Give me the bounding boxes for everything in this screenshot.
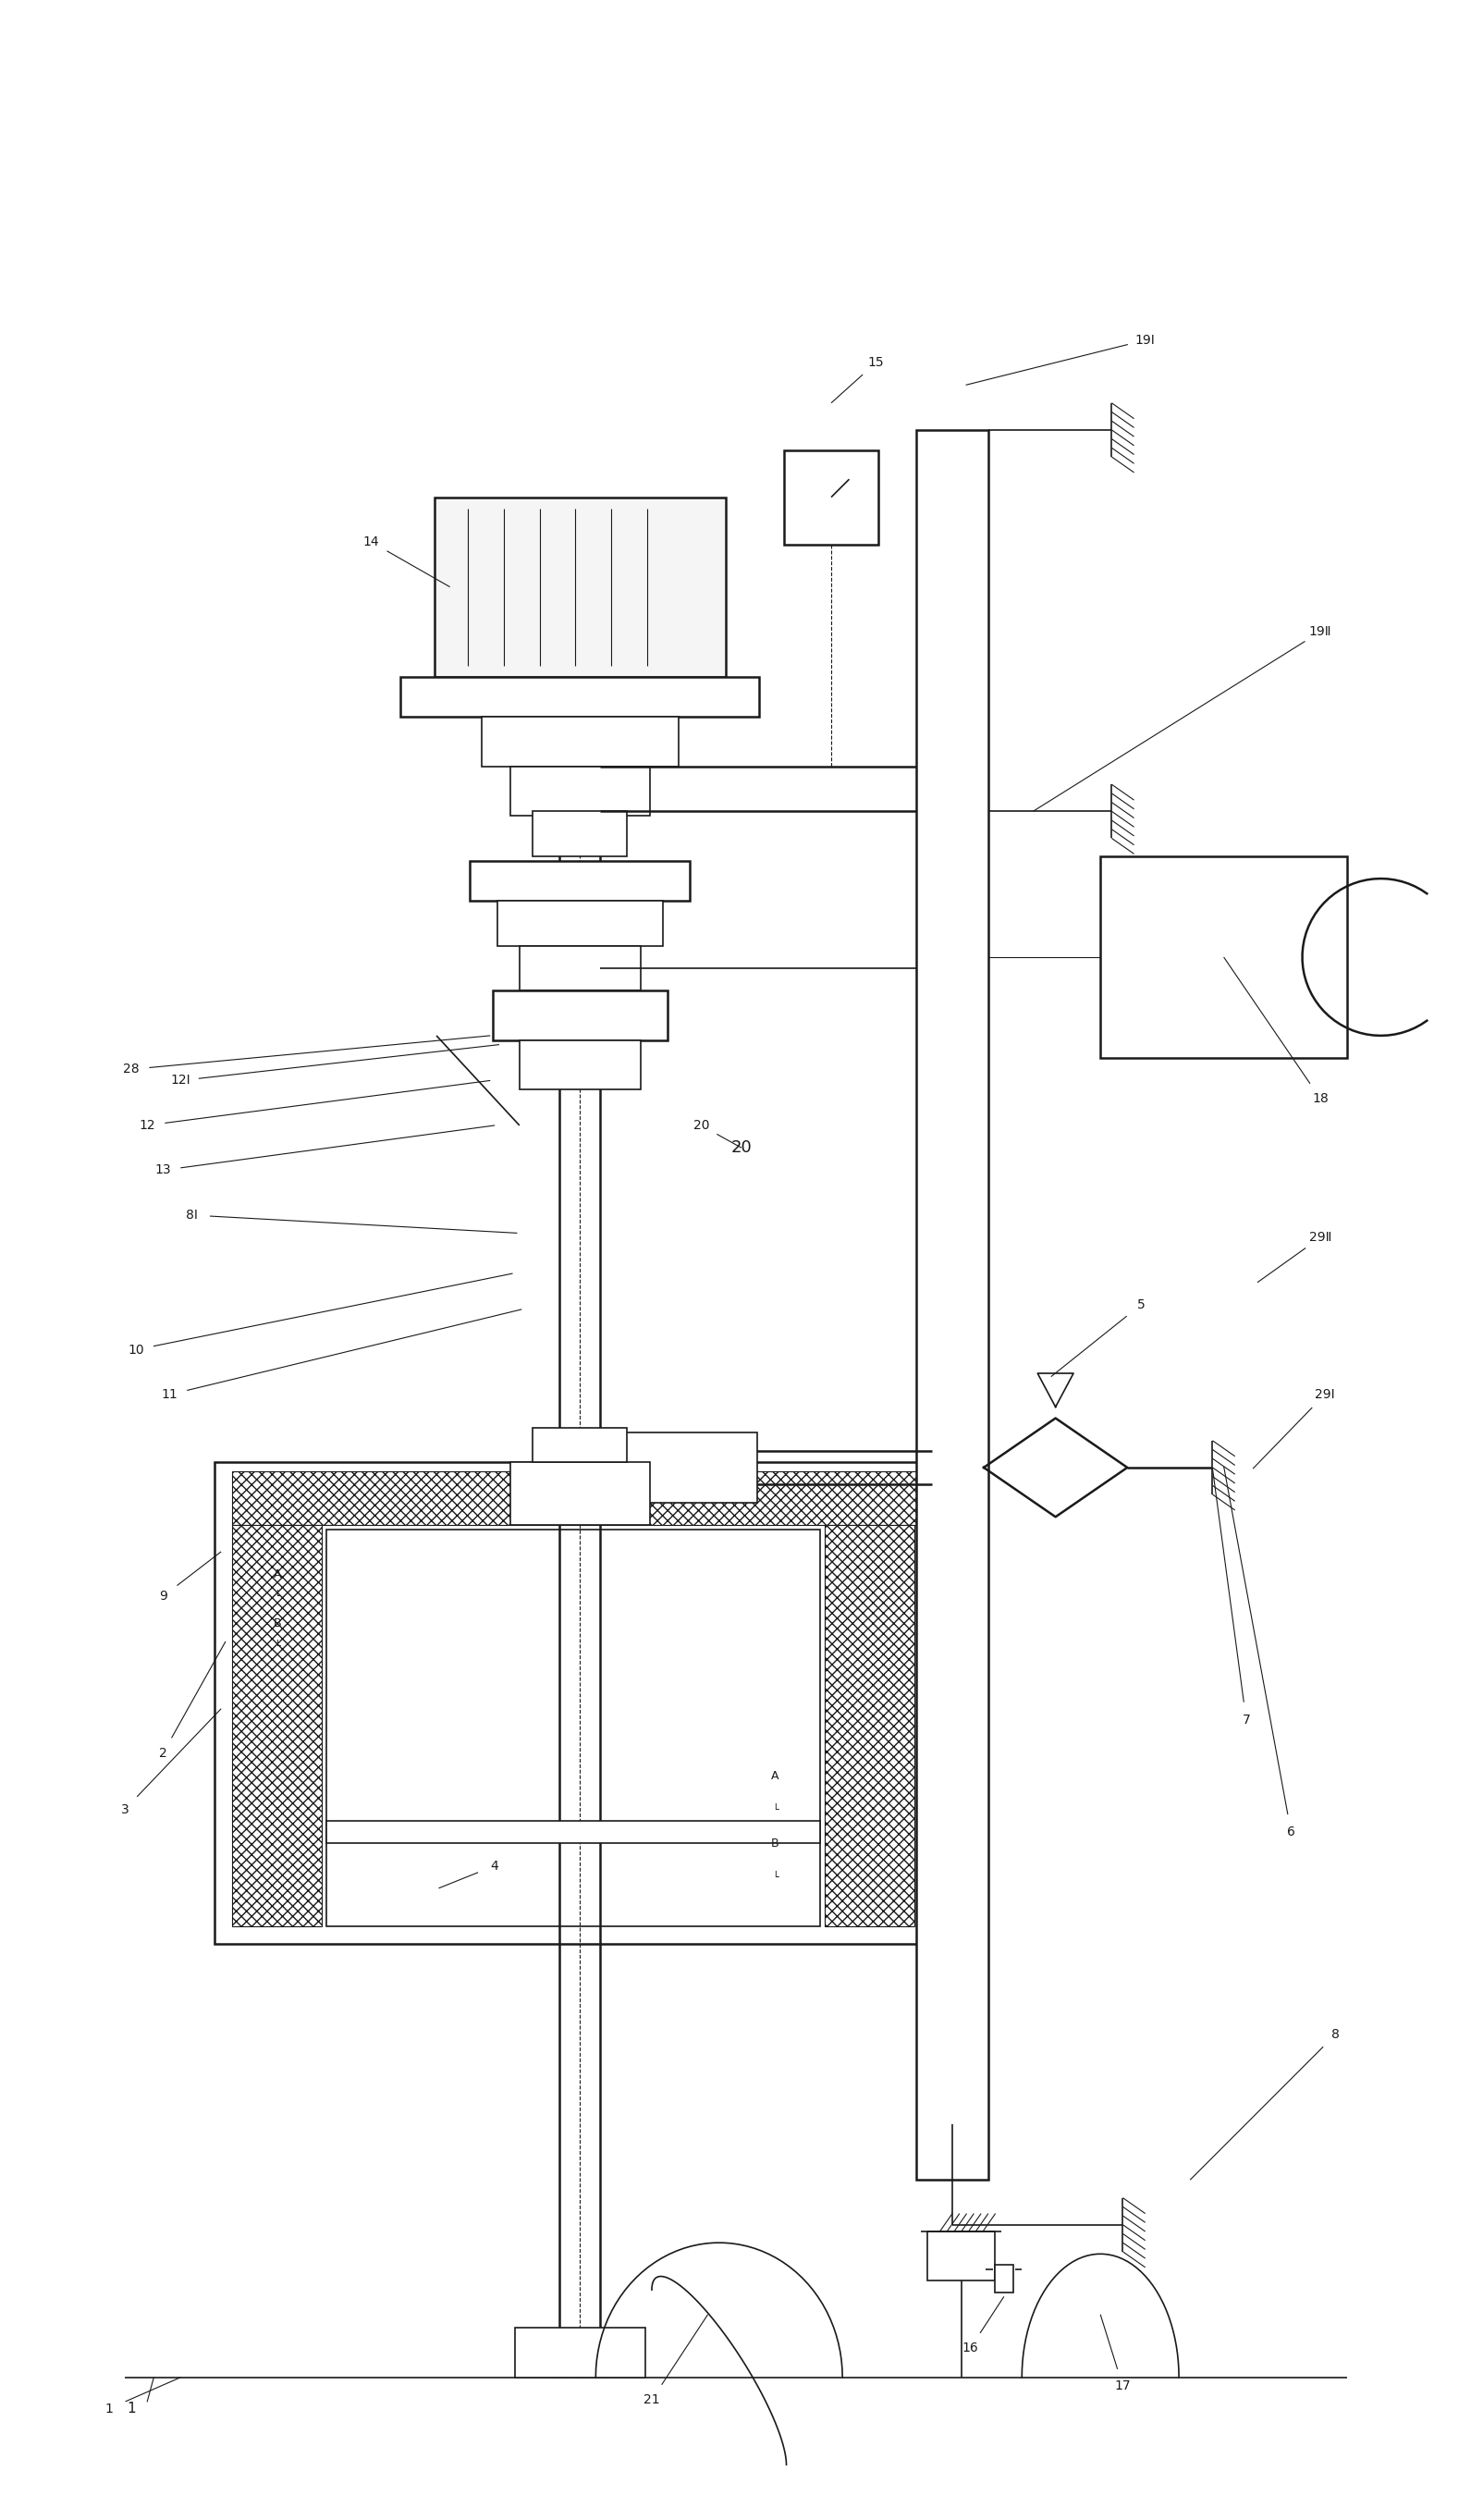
Text: 9: 9 bbox=[159, 1590, 168, 1603]
Text: 2: 2 bbox=[159, 1746, 166, 1759]
Text: 12: 12 bbox=[139, 1119, 156, 1131]
Text: 20: 20 bbox=[693, 1119, 709, 1131]
Text: └: └ bbox=[773, 1804, 779, 1814]
Bar bbox=[825, 1525, 914, 1925]
Text: 10: 10 bbox=[128, 1343, 144, 1356]
Text: B: B bbox=[273, 1618, 282, 1630]
Text: 18: 18 bbox=[1312, 1091, 1329, 1104]
Bar bbox=[233, 1525, 322, 1925]
Text: B: B bbox=[771, 1837, 779, 1850]
Text: 5: 5 bbox=[1137, 1298, 1145, 1310]
Bar bbox=[492, 990, 667, 1041]
Text: 3: 3 bbox=[120, 1804, 129, 1817]
Bar bbox=[532, 811, 627, 857]
Text: 20: 20 bbox=[731, 1139, 752, 1157]
Bar bbox=[435, 496, 725, 678]
Bar bbox=[515, 2328, 645, 2376]
Text: 19Ⅰ: 19Ⅰ bbox=[1134, 333, 1155, 348]
Text: 8: 8 bbox=[1332, 2029, 1341, 2041]
Bar bbox=[611, 1434, 758, 1502]
Text: 1: 1 bbox=[105, 2402, 113, 2414]
Bar bbox=[482, 718, 679, 766]
Text: 8Ⅰ: 8Ⅰ bbox=[185, 1210, 197, 1222]
Text: 21: 21 bbox=[644, 2394, 660, 2407]
Text: 29Ⅱ: 29Ⅱ bbox=[1309, 1232, 1332, 1245]
Bar bbox=[785, 451, 878, 544]
Text: 29Ⅰ: 29Ⅰ bbox=[1315, 1389, 1335, 1401]
Text: 17: 17 bbox=[1115, 2379, 1132, 2394]
Text: 11: 11 bbox=[162, 1389, 178, 1401]
Bar bbox=[510, 766, 650, 816]
Text: 6: 6 bbox=[1287, 1824, 1295, 1840]
Text: A: A bbox=[273, 1567, 282, 1580]
Text: 28: 28 bbox=[123, 1063, 139, 1076]
Bar bbox=[215, 1462, 933, 1945]
Bar bbox=[326, 1822, 820, 1842]
Text: 14: 14 bbox=[363, 537, 380, 549]
Bar bbox=[519, 1041, 641, 1089]
Bar bbox=[497, 902, 663, 945]
Text: A: A bbox=[771, 1769, 779, 1782]
Bar bbox=[928, 2233, 995, 2281]
Bar bbox=[400, 678, 759, 718]
Text: 1: 1 bbox=[128, 2402, 136, 2417]
Bar bbox=[233, 1472, 933, 1525]
Text: 19Ⅱ: 19Ⅱ bbox=[1309, 625, 1332, 638]
Text: └: └ bbox=[274, 1593, 280, 1600]
Bar bbox=[995, 2265, 1013, 2293]
Bar bbox=[470, 862, 690, 902]
Text: 15: 15 bbox=[868, 355, 884, 368]
Text: 7: 7 bbox=[1243, 1714, 1250, 1726]
Bar bbox=[532, 1429, 627, 1462]
Bar bbox=[326, 1530, 820, 1925]
Text: 4: 4 bbox=[491, 1860, 498, 1872]
Text: 12Ⅰ: 12Ⅰ bbox=[171, 1074, 191, 1086]
Bar bbox=[916, 431, 988, 2180]
Bar bbox=[1100, 857, 1347, 1058]
Bar bbox=[510, 1462, 650, 1525]
Text: └: └ bbox=[274, 1641, 280, 1651]
Text: 13: 13 bbox=[154, 1164, 171, 1177]
Bar bbox=[519, 945, 641, 990]
Text: 16: 16 bbox=[962, 2341, 979, 2354]
Text: └: └ bbox=[773, 1872, 779, 1882]
